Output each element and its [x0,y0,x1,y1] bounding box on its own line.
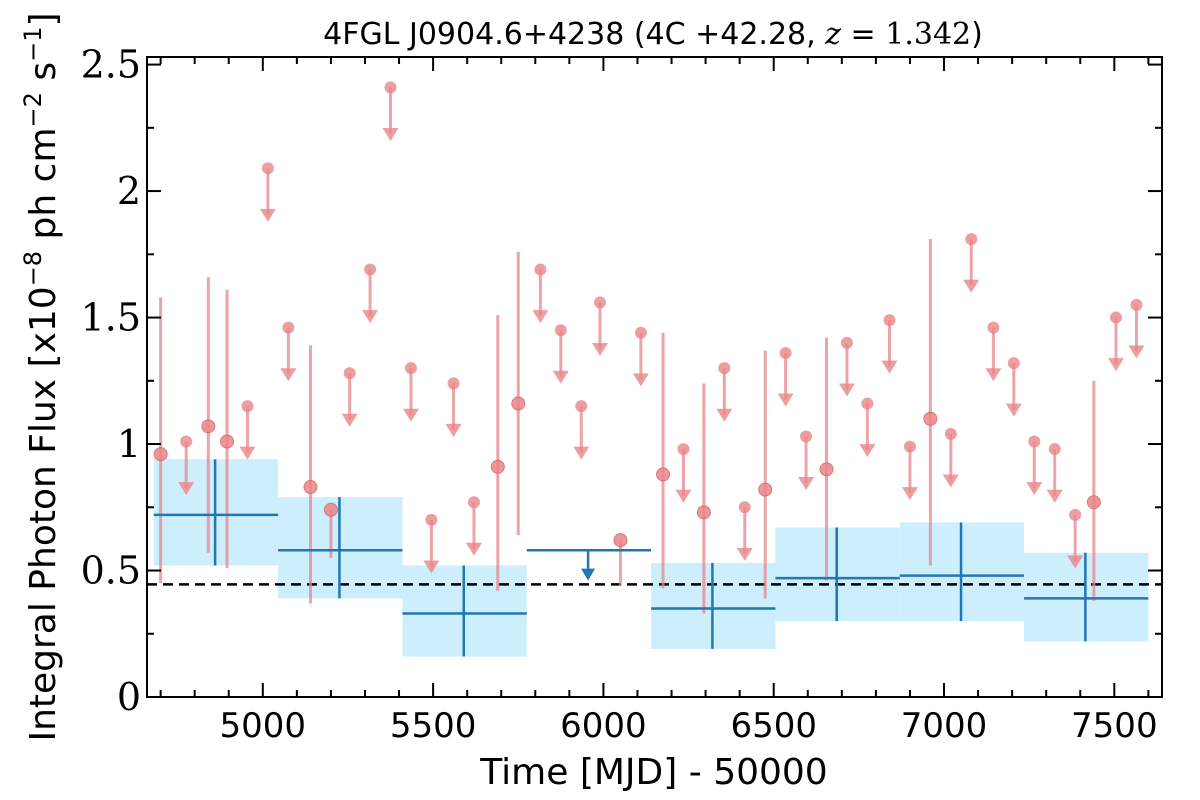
short-bin-point [490,459,505,474]
short-bin-upper-limit-arrow [1067,555,1084,569]
plot-area [147,81,1162,657]
x-tick-label: 5000 [220,706,307,746]
short-bin-point [153,447,168,462]
short-bin-upper-limit-arrow [736,547,753,561]
long-bin-bands [153,459,1149,657]
short-bin-upper-limit-arrow [942,474,959,488]
short-bin-upper-limit-arrow [632,373,649,387]
short-bin-upper-limit-arrow [1005,403,1022,417]
y-tick-label: 0.5 [81,549,141,593]
short-bin-upper-limit-arrow [341,413,358,427]
short-bin-point [613,533,628,548]
short-bin-upper-limit-arrow [1026,482,1043,496]
x-tick-label: 6000 [560,706,647,746]
short-bin-upper-limit-arrow [675,489,692,503]
short-bin-upper-limit-arrow [859,444,876,458]
short-bin-point [819,462,834,477]
short-bin-point [323,502,338,517]
short-bin-upper-limit-arrow [382,127,399,141]
short-bin-upper-limit-arrow [532,310,549,324]
y-axis-label: Integral Photon Flux [x10−8 ph cm−2 s−1] [19,12,64,741]
short-bin-point [201,419,216,434]
short-bin-upper-limit-arrow [1046,489,1063,503]
x-tick-label: 7500 [1071,706,1158,746]
short-bin-upper-limit-arrow [178,482,195,496]
y-tick-label: 1.5 [81,296,141,340]
short-bin-point [696,505,711,520]
short-bin-point [220,434,235,449]
short-bin-upper-limit-arrow [402,408,419,422]
plot-frame [146,56,1163,698]
y-axis-ticks: 0 0.5 1 1.5 2 2.5 [81,43,1162,719]
short-bin-point [1086,495,1101,510]
short-bin-upper-limit-arrow [901,487,918,501]
y-tick-label: 2 [117,169,141,213]
x-axis-ticks: 5000 5500 6000 6500 7000 7500 [159,57,1158,746]
short-bin-upper-limit-arrow [985,368,1002,382]
x-tick-label: 7000 [901,706,988,746]
short-bin-upper-limit-arrow [465,542,482,556]
x-axis-label: Time [MJD] - 50000 [479,752,827,793]
short-bin-upper-limit-arrow [362,310,379,324]
short-bin-upper-limit-arrow [280,368,297,382]
short-bin-upper-limit-arrow [881,360,898,374]
short-bin-upper-limit-arrow [1128,345,1145,359]
short-bin-point [511,396,526,411]
short-bin-upper-limit-arrow [1108,358,1125,372]
short-bin-upper-limit-arrow [798,477,815,491]
short-bin-upper-limit-arrow [573,446,590,460]
short-bin-upper-limit-arrow [423,560,440,574]
short-bin-series [153,81,1145,614]
y-tick-label: 0 [117,675,141,719]
short-bin-upper-limit-arrow [259,208,276,222]
short-bin-point [656,467,671,482]
short-bin-upper-limit-arrow [592,342,609,356]
short-bin-point [758,482,773,497]
x-tick-label: 5500 [390,706,477,746]
chart-title: 4FGL J0904.6+4238 (4C +42.28, z = 1.342) [323,17,983,52]
y-tick-label: 1 [117,422,141,466]
short-bin-upper-limit-arrow [445,423,462,437]
short-bin-point [303,480,318,495]
short-bin-point [923,411,938,426]
short-bin-upper-limit-arrow [963,279,980,293]
short-bin-upper-limit-arrow [552,370,569,384]
long-bin-upper-limit-arrow [581,568,596,581]
y-tick-label: 2.5 [81,43,141,87]
long-bin-series [153,459,1149,657]
short-bin-upper-limit-arrow [838,383,855,397]
short-bin-upper-limit-arrow [239,446,256,460]
x-tick-label: 6500 [730,706,817,746]
short-bin-upper-limit-arrow [777,393,794,407]
short-bin-upper-limit-arrow [716,408,733,422]
